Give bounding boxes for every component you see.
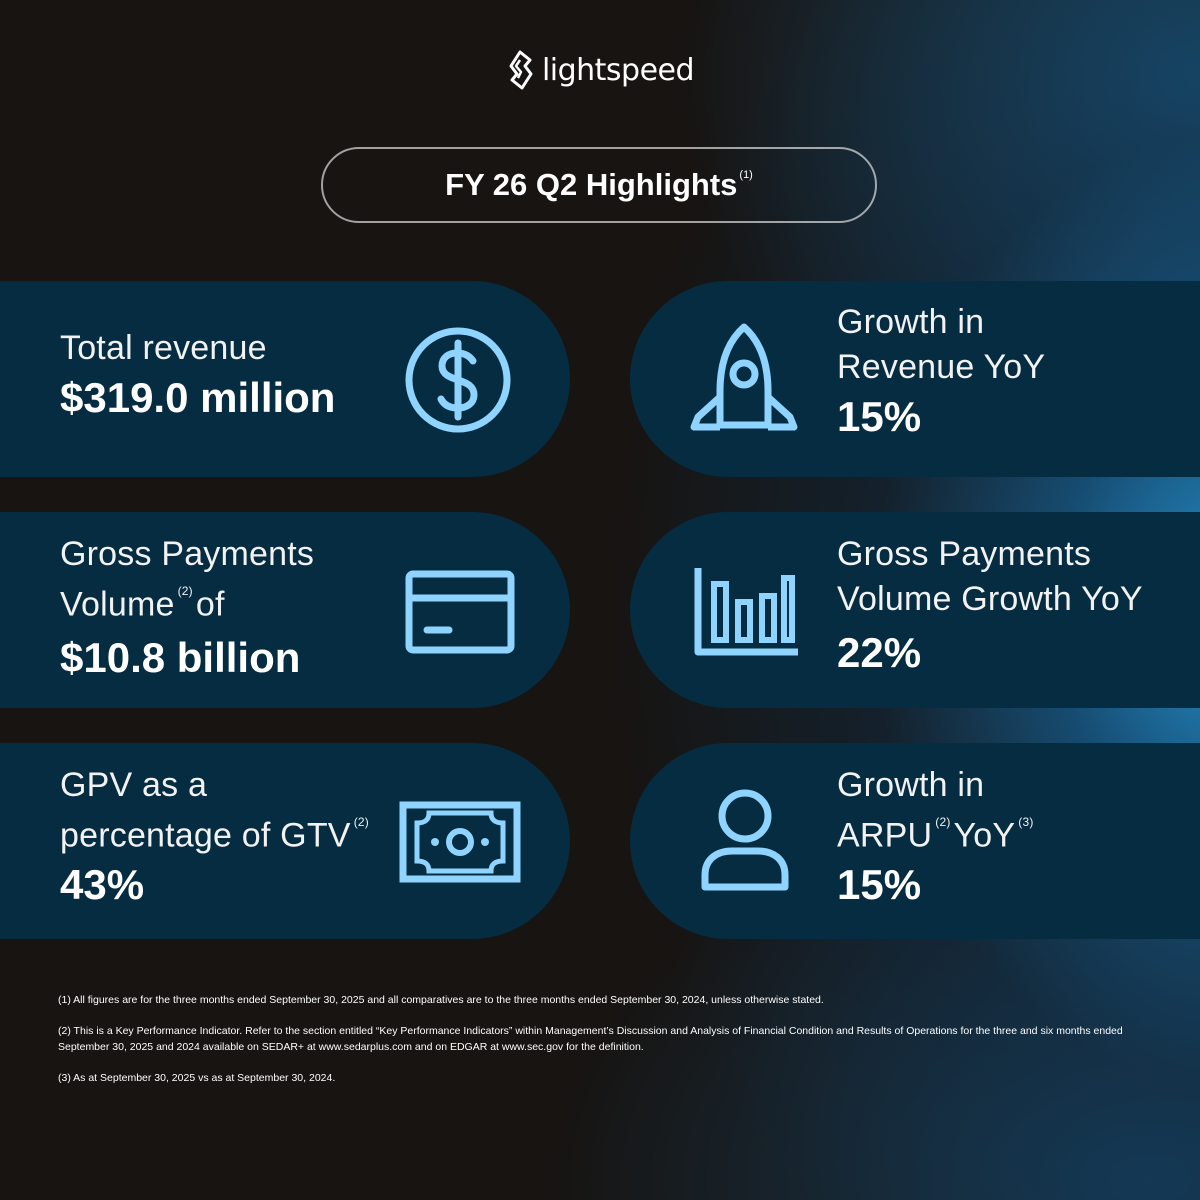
card-label: percentage of GTV (2) — [60, 808, 372, 858]
title-footnote-ref: (1) — [739, 168, 753, 181]
brand-logo: lightspeed — [0, 50, 1200, 90]
rocket-icon — [690, 323, 798, 431]
card-revenue-growth: Growth in Revenue YoY 15% — [630, 281, 1200, 477]
card-value: 15% — [837, 861, 922, 909]
card-label-text: of — [195, 585, 225, 624]
footnote-ref: (2) — [935, 815, 951, 829]
card-gpv-growth: Gross Payments Volume Growth YoY 22% — [630, 512, 1200, 708]
footnote-ref: (2) — [177, 584, 193, 598]
card-label-text: percentage of GTV — [60, 816, 351, 855]
page-title-text: FY 26 Q2 Highlights — [445, 167, 738, 202]
brand-name: lightspeed — [541, 52, 695, 88]
card-label: Gross Payments — [837, 535, 1092, 573]
bar-chart-icon — [694, 568, 798, 656]
card-label: Growth in — [837, 303, 985, 341]
card-label: Volume Growth YoY — [837, 580, 1143, 618]
card-label-text: YoY — [953, 816, 1016, 855]
banknote-icon — [399, 801, 521, 883]
card-total-revenue: Total revenue $319.0 million — [0, 281, 570, 477]
page-title: FY 26 Q2 Highlights (1) — [445, 167, 753, 203]
card-value: 22% — [837, 629, 922, 676]
card-gpv: Gross Payments Volume (2)of $10.8 billion — [0, 512, 570, 708]
card-label: GPV as a — [60, 766, 208, 804]
credit-card-icon — [405, 570, 515, 654]
card-arpu-growth: Growth in ARPU (2)YoY (3) 15% — [630, 743, 1200, 939]
footnote-2: (2) This is a Key Performance Indicator.… — [58, 1025, 1123, 1053]
card-label: Revenue YoY — [837, 348, 1046, 386]
card-value: 43% — [60, 861, 145, 909]
footnote-3: (3) As at September 30, 2025 vs as at Se… — [58, 1072, 336, 1084]
footnote-ref: (2) — [353, 815, 369, 829]
user-icon — [701, 789, 789, 891]
card-label-text: ARPU — [837, 816, 933, 855]
card-label: Growth in — [837, 766, 985, 804]
card-label: Volume (2)of — [60, 577, 314, 627]
card-label-text: Volume — [60, 585, 175, 624]
card-label: ARPU (2)YoY (3) — [837, 808, 1037, 858]
footnote-1: (1) All figures are for the three months… — [58, 994, 824, 1006]
card-value: 15% — [837, 393, 922, 440]
card-value: $319.0 million — [60, 374, 336, 421]
card-gpv-percentage: GPV as a percentage of GTV (2) 43% — [0, 743, 570, 939]
flame-logo-icon — [509, 50, 533, 90]
title-pill: FY 26 Q2 Highlights (1) — [321, 147, 877, 223]
card-label: Gross Payments — [60, 535, 315, 573]
dollar-coin-icon — [405, 327, 511, 433]
card-label: Total revenue — [60, 329, 267, 367]
card-value: $10.8 billion — [60, 634, 301, 682]
footnote-ref: (3) — [1018, 815, 1034, 829]
